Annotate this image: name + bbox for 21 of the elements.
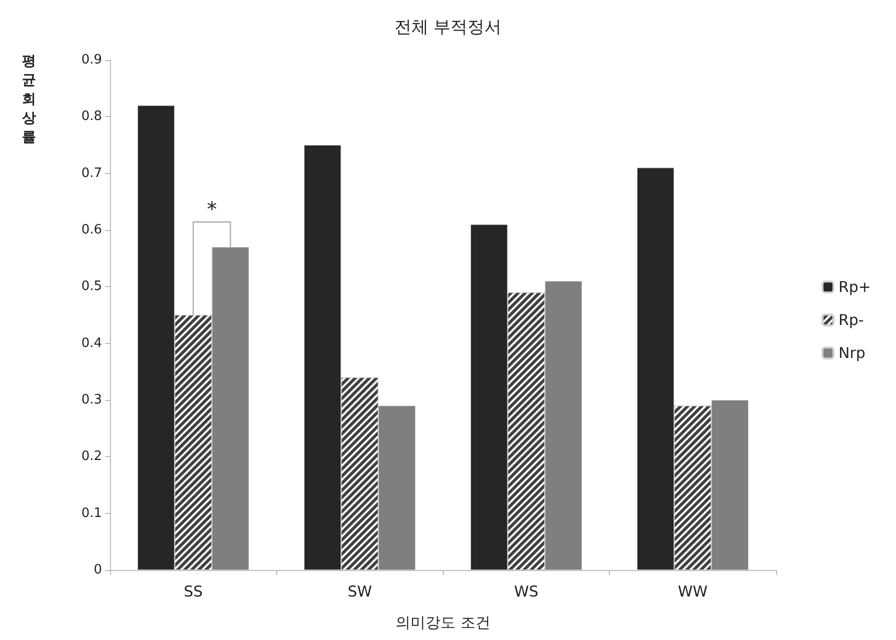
y-tick-label: 0.2 (81, 449, 102, 464)
x-tick-label: SS (184, 582, 203, 600)
x-tick-label: SW (348, 582, 372, 600)
legend-label: Nrp (838, 344, 866, 362)
legend-label: Rp+ (838, 278, 872, 296)
y-tick-label: 0.1 (81, 506, 102, 521)
chart-title: 전체 부적정서 (394, 18, 502, 38)
x-tick-label: WS (514, 582, 538, 600)
y-tick-label: 0.9 (81, 52, 102, 68)
annotation: * (206, 197, 217, 221)
y-tick-label: 0.3 (81, 392, 102, 408)
y-tick-label: 0.6 (81, 222, 102, 238)
y-tick-label: 0.7 (81, 166, 102, 181)
y-axis-title: 평균 회상률 (22, 54, 36, 146)
x-tick-label: WW (678, 582, 708, 600)
y-tick-label: 0.4 (81, 336, 102, 351)
x-axis-title: 의미강도 조건 (396, 614, 490, 632)
y-tick-label: 0 (94, 562, 102, 578)
legend-label: Rp- (838, 311, 864, 329)
y-tick-label: 0.8 (81, 109, 102, 124)
y-tick-label: 0.5 (81, 279, 102, 294)
